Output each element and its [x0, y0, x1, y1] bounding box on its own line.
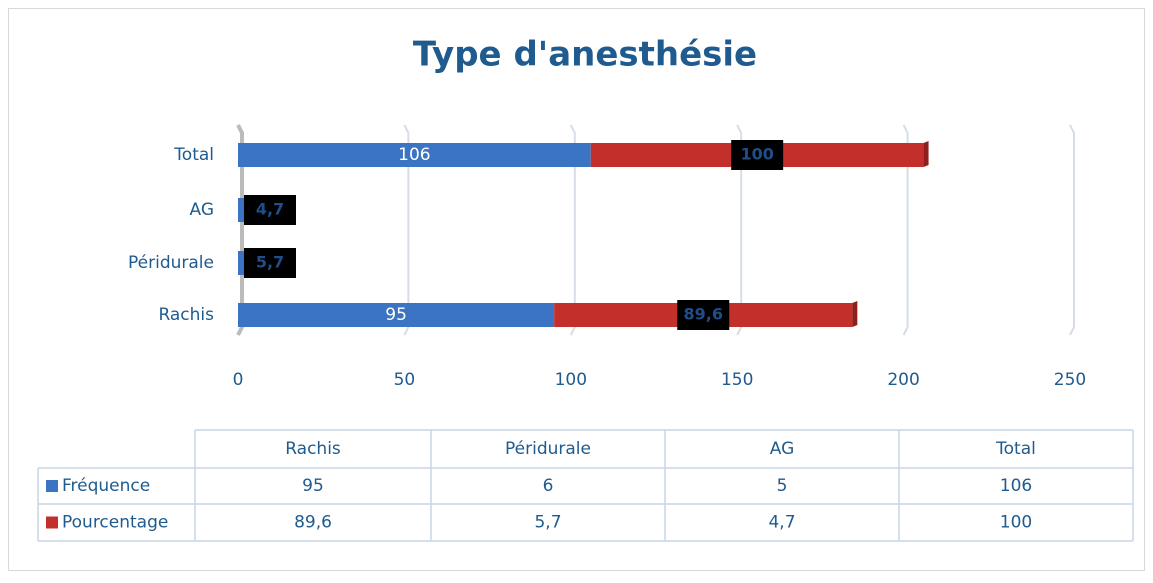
legend-label: Fréquence [62, 476, 150, 496]
data-label-box [677, 300, 730, 330]
grid-line [736, 124, 743, 336]
data-label: 95 [385, 305, 407, 325]
x-tick-label: 250 [1054, 370, 1086, 390]
table-cell: 89,6 [294, 513, 332, 533]
data-label-box [244, 248, 296, 278]
x-tick-label: 0 [233, 370, 244, 390]
bar [238, 143, 591, 167]
chart-title: Type d'anesthésie [413, 35, 757, 75]
table-header: Total [995, 439, 1036, 459]
bar-side [923, 141, 929, 167]
table-cell: 4,7 [768, 513, 795, 533]
table-cell: 100 [1000, 513, 1032, 533]
grid-line [403, 124, 410, 336]
axis-line [236, 124, 244, 336]
bar [238, 303, 555, 327]
data-label: 5,7 [256, 253, 284, 272]
table-cell: 6 [543, 476, 554, 496]
legend-swatch [46, 480, 58, 492]
table-header: Péridurale [505, 439, 591, 459]
data-label-box [244, 195, 296, 225]
legend-swatch [46, 516, 58, 529]
data-label-box [731, 140, 784, 170]
table-cell: 5,7 [534, 513, 561, 533]
data-label: 100 [740, 145, 773, 164]
y-tick-label: Total [173, 145, 214, 165]
y-tick-label: AG [189, 200, 214, 220]
table-cell: 95 [302, 476, 324, 496]
x-tick-label: 100 [555, 370, 587, 390]
data-label: 106 [398, 145, 430, 165]
table-header: AG [770, 439, 795, 459]
bar-side [852, 301, 858, 327]
legend-label: Pourcentage [62, 513, 168, 533]
grid-line [569, 124, 576, 336]
y-tick-label: Péridurale [128, 253, 214, 273]
x-tick-label: 150 [721, 370, 753, 390]
x-tick-label: 50 [394, 370, 416, 390]
table-header: Rachis [285, 439, 341, 459]
y-tick-label: Rachis [158, 305, 214, 325]
chart-border [8, 8, 1145, 571]
table-cell: 106 [1000, 476, 1032, 496]
table-cell: 5 [777, 476, 788, 496]
x-tick-label: 200 [887, 370, 919, 390]
data-label: 4,7 [256, 200, 284, 219]
data-label: 89,6 [684, 305, 723, 324]
grid-line [902, 124, 909, 336]
grid-line [1069, 124, 1075, 336]
